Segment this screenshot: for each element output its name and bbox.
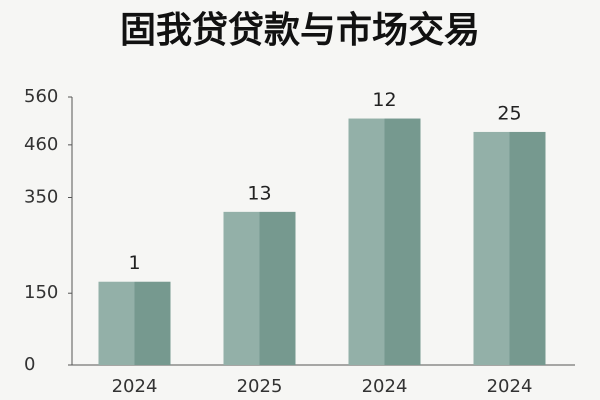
bar [223, 211, 296, 365]
bar [473, 131, 546, 365]
data-label: 12 [372, 89, 396, 111]
x-tick-label: 2025 [237, 376, 283, 397]
chart-title: 固我贷贷款与市场交易 [120, 9, 480, 51]
data-label: 13 [247, 182, 271, 204]
bar [348, 118, 421, 366]
y-tick-label: 350 [24, 187, 58, 208]
y-tick-label: 0 [24, 354, 35, 375]
data-label: 1 [128, 252, 140, 274]
x-tick-label: 2024 [112, 376, 158, 397]
x-tick-label: 2024 [487, 376, 533, 397]
bar [98, 281, 171, 365]
x-tick-label: 2024 [362, 376, 408, 397]
data-label: 25 [497, 102, 521, 124]
y-tick-label: 460 [24, 134, 58, 155]
y-tick-label: 150 [24, 282, 58, 303]
y-tick-label: 560 [24, 86, 58, 107]
